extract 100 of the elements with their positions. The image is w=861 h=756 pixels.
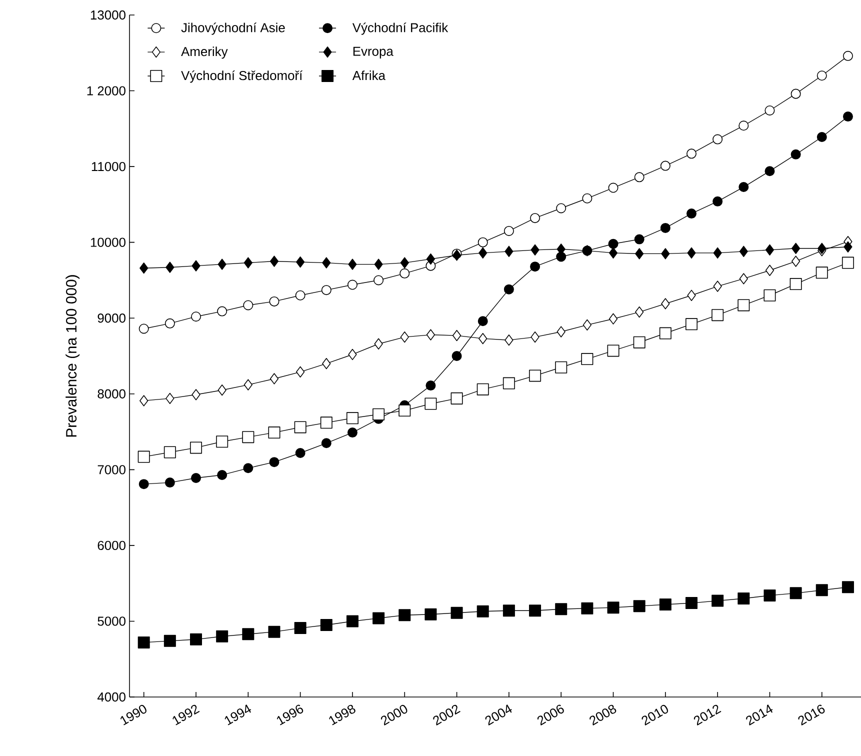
x-tick-label: 2012	[694, 704, 722, 726]
point	[426, 380, 436, 391]
point	[712, 594, 724, 607]
point	[712, 134, 723, 144]
point	[765, 244, 774, 256]
point	[450, 606, 463, 619]
point	[738, 182, 749, 192]
y-tick-label: 10000	[90, 238, 126, 247]
point	[502, 377, 515, 390]
point	[218, 258, 226, 270]
point	[660, 160, 670, 171]
point	[765, 264, 774, 276]
x-tick-label: 2010	[642, 704, 668, 726]
point	[296, 366, 305, 378]
point	[140, 395, 148, 406]
point	[713, 280, 722, 292]
point	[476, 383, 489, 396]
point	[713, 247, 722, 259]
point	[450, 392, 463, 404]
point	[218, 384, 226, 396]
point	[529, 604, 542, 617]
y-axis-title: Prevalence (na 100 000)	[66, 275, 80, 437]
point	[582, 193, 592, 204]
point	[478, 237, 488, 248]
point	[296, 256, 305, 268]
point	[478, 316, 488, 326]
point	[190, 633, 202, 646]
point	[243, 463, 254, 474]
point	[635, 306, 644, 318]
point	[242, 628, 254, 640]
point	[687, 290, 696, 301]
x-tick-label: 2000	[380, 704, 408, 726]
point	[216, 436, 228, 448]
point	[686, 148, 696, 159]
y-tick-label: 9000	[98, 314, 126, 323]
point	[268, 626, 280, 638]
point	[347, 280, 358, 290]
point	[374, 338, 383, 350]
point	[191, 312, 201, 322]
point	[686, 318, 698, 330]
point	[790, 587, 802, 600]
point	[608, 238, 618, 249]
point	[530, 262, 540, 272]
point	[426, 253, 436, 265]
point	[633, 336, 646, 348]
point	[842, 581, 854, 594]
point	[792, 256, 800, 267]
point	[400, 268, 410, 278]
point	[738, 120, 749, 131]
point	[321, 285, 332, 296]
point	[530, 331, 540, 343]
point	[269, 296, 280, 306]
point	[346, 412, 358, 424]
point	[738, 299, 750, 312]
point	[452, 330, 462, 342]
point	[424, 398, 437, 410]
legend-label: Afrika	[352, 70, 386, 80]
point	[712, 196, 723, 206]
point	[320, 619, 332, 632]
point	[738, 592, 750, 604]
point	[661, 298, 670, 310]
point	[608, 247, 618, 259]
point	[164, 478, 175, 488]
point	[633, 600, 646, 612]
x-tick-label: 1998	[329, 704, 356, 726]
point	[686, 208, 696, 219]
point	[243, 300, 254, 310]
x-tick-label: 2002	[433, 704, 460, 726]
point	[581, 602, 594, 614]
point	[216, 630, 228, 642]
point	[322, 358, 331, 370]
point	[372, 612, 385, 624]
y-tick-label: 1 2000	[87, 86, 126, 96]
point	[268, 426, 280, 439]
point	[476, 605, 489, 618]
point	[400, 257, 409, 268]
point	[712, 309, 724, 322]
point	[660, 222, 670, 233]
point	[374, 275, 384, 286]
point	[556, 252, 566, 262]
point	[270, 373, 279, 384]
point	[635, 248, 644, 260]
y-tick-label: 11000	[92, 162, 126, 172]
x-tick-label: 2008	[590, 704, 616, 726]
point	[818, 242, 826, 254]
point	[242, 431, 254, 444]
point	[295, 290, 306, 300]
point	[764, 166, 775, 176]
point	[166, 262, 174, 273]
point	[555, 361, 568, 374]
point	[529, 370, 542, 382]
point	[372, 408, 385, 420]
point	[607, 602, 620, 614]
point	[295, 448, 306, 458]
y-tick-label: 5000	[98, 616, 126, 626]
point	[138, 636, 150, 648]
x-tick-label: 1996	[276, 704, 304, 726]
point	[452, 351, 462, 361]
point	[140, 262, 148, 274]
y-tick-label: 8000	[98, 389, 126, 398]
